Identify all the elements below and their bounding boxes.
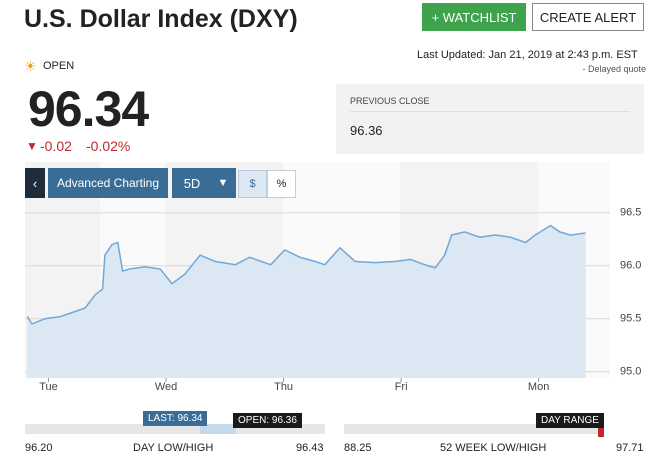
area (27, 225, 586, 378)
week-low: 88.25 (344, 442, 372, 454)
title: U.S. Dollar Index (DXY) (24, 5, 298, 33)
day-label: DAY LOW/HIGH (133, 442, 214, 454)
percent-toggle[interactable]: % (267, 170, 296, 198)
week-range-bar (344, 424, 604, 434)
last-badge: LAST: 96.34 (143, 411, 208, 426)
watchlist-button[interactable]: + WATCHLIST (422, 3, 526, 31)
range-button[interactable]: 5D (172, 168, 212, 198)
divider (350, 111, 630, 112)
y-tick-label: 95.5 (620, 313, 641, 325)
x-tick-label: Thu (274, 381, 293, 393)
delayed: - Delayed quote (582, 64, 646, 74)
y-tick-label: 95.0 (620, 366, 641, 378)
week-label: 52 WEEK LOW/HIGH (440, 442, 547, 454)
advanced-charting-button[interactable]: Advanced Charting (48, 168, 168, 198)
last-updated: Last Updated: Jan 21, 2019 at 2:43 p.m. … (417, 49, 638, 61)
range-dropdown[interactable]: ▼ (210, 168, 236, 198)
create-alert-button[interactable]: CREATE ALERT (532, 3, 644, 31)
day-range-badge: DAY RANGE (536, 413, 604, 428)
y-tick-label: 96.0 (620, 260, 641, 272)
market-status: OPEN (43, 60, 75, 72)
sun-icon: ☀ (24, 58, 37, 74)
previous-close-box (336, 84, 644, 154)
previous-close: 96.36 (350, 123, 383, 138)
y-tick-label: 96.5 (620, 207, 641, 219)
change-pct: -0.02% (86, 138, 131, 154)
week-high: 97.71 (616, 442, 644, 454)
dollar-toggle[interactable]: $ (238, 170, 267, 198)
day-range-fill (200, 424, 236, 434)
x-tick-label: Fri (395, 381, 408, 393)
line (26, 224, 586, 325)
previous-close-label: PREVIOUS CLOSE (350, 96, 430, 106)
price: 96.34 (28, 81, 149, 137)
week-marker (598, 421, 604, 437)
x-tick-label: Mon (528, 381, 549, 393)
day-low: 96.20 (25, 442, 53, 454)
x-tick-label: Wed (155, 381, 177, 393)
down-arrow: ▼ (26, 139, 38, 153)
day-range-bar (25, 424, 325, 434)
change: -0.02 (40, 138, 72, 154)
day-high: 96.43 (296, 442, 324, 454)
x-tick-label: Tue (39, 381, 58, 393)
open-badge: OPEN: 96.36 (233, 413, 302, 428)
collapse-button[interactable]: ‹ (25, 168, 45, 198)
